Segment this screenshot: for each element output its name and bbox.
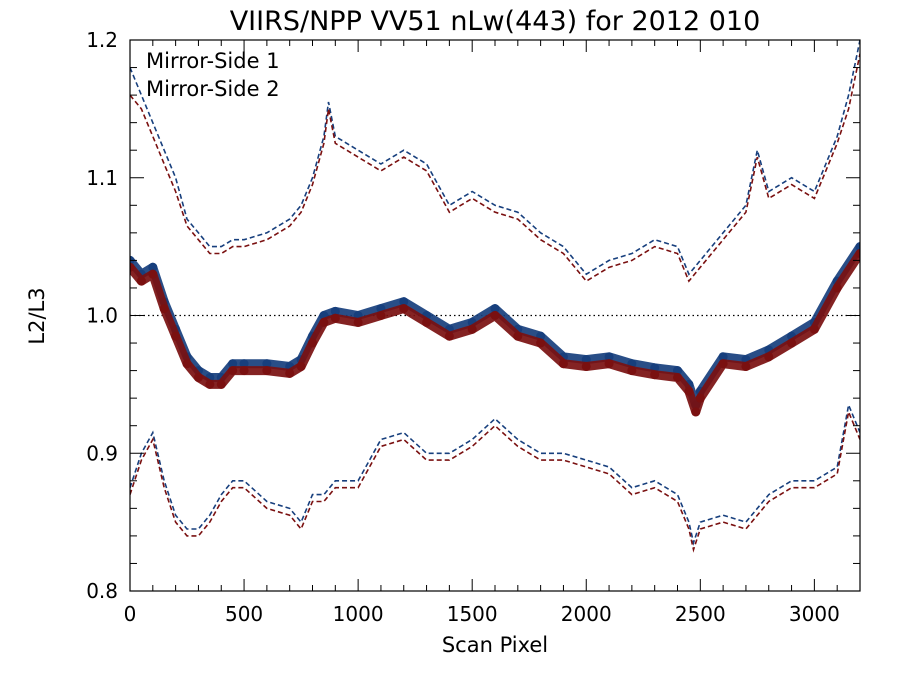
x-axis-label: Scan Pixel [442,633,548,657]
series-2-point [193,372,203,382]
series-2-point [330,313,340,323]
series-2-point [673,372,682,382]
series-2-point [855,249,860,259]
series-1-lower-line [130,402,860,546]
series-2-upper-line [130,53,860,283]
series-2-point [399,304,409,314]
series-1-upper-line [130,40,860,276]
y-tick-label: 0.9 [86,441,118,465]
series-2-point [444,331,454,341]
y-tick-label: 1.2 [86,28,118,52]
legend-item-mirror-side-1: Mirror-Side 1 [146,49,280,73]
series-2-point [467,324,477,334]
series-2-point [216,379,226,389]
series-2-point [130,262,135,272]
x-tick-label: 2500 [675,602,726,626]
series-2-point [832,283,842,293]
legend: Mirror-Side 1 Mirror-Side 2 [146,49,280,101]
series-2-point [422,317,432,327]
series-1-point [718,352,728,362]
series-2-point [741,361,751,371]
series-1-point [855,242,860,252]
series-2-point [787,338,797,348]
series-2-point [262,366,272,376]
y-axis-label: L2/L3 [25,287,49,344]
series-2-point [136,276,146,286]
x-tick-label: 1000 [333,602,384,626]
x-tick-label: 3000 [789,602,840,626]
series-2-point [296,361,306,371]
series-2-median-line [130,249,860,417]
x-tick-label: 2000 [561,602,612,626]
series-2-point [159,304,169,314]
chart-title: VIIRS/NPP VV51 nLw(443) for 2012 010 [230,6,761,37]
series-2-point [171,331,181,341]
series-1-median-line [130,242,860,410]
series-2-point [627,366,637,376]
x-tick-label: 0 [124,602,137,626]
legend-item-mirror-side-2: Mirror-Side 2 [146,77,280,101]
series-1-point [604,352,614,362]
series-mirror-side-2 [130,53,860,553]
series-2-point [536,338,546,348]
series-mirror-side-1 [130,40,860,546]
y-tick-label: 0.8 [86,579,118,603]
series-2-lower-line [130,409,860,553]
x-tick-label: 500 [225,602,263,626]
series-1-point [330,306,340,316]
series-2-point [695,393,705,403]
series-2-point [513,331,523,341]
x-tick-label: 1500 [447,602,498,626]
series-1-point [399,297,409,307]
series-1-point [490,304,500,314]
series-2-point [285,368,295,378]
series-2-point [650,370,660,380]
series-2-point [764,352,774,362]
series-2-point [182,359,192,369]
series-2-point [353,317,363,327]
series-2-point [239,366,249,376]
series-1-point [262,359,272,369]
y-tick-label: 1.1 [86,166,118,190]
series-layer [130,40,860,553]
y-tick-label: 1.0 [86,304,118,328]
series-2-point [376,311,386,320]
series-2-point [558,359,568,369]
axis-ticks: 0 500 1000 1500 2000 2500 3000 0.8 0.9 1.0 1.1 1.2 [86,28,861,626]
series-1-point [148,262,158,272]
series-1-point [239,359,249,369]
series-2-point [581,361,591,371]
series-2-point [308,338,317,348]
series-2-point [809,324,819,334]
series-2-point [684,386,694,396]
series-2-point [490,311,500,320]
series-2-point [148,269,158,279]
series-1-point [228,359,238,369]
series-2-point [228,366,238,376]
series-2-point [319,317,329,327]
series-2-point [604,359,614,369]
series-2-point [718,359,728,369]
series-2-point [691,407,701,417]
series-2-point [205,379,215,389]
